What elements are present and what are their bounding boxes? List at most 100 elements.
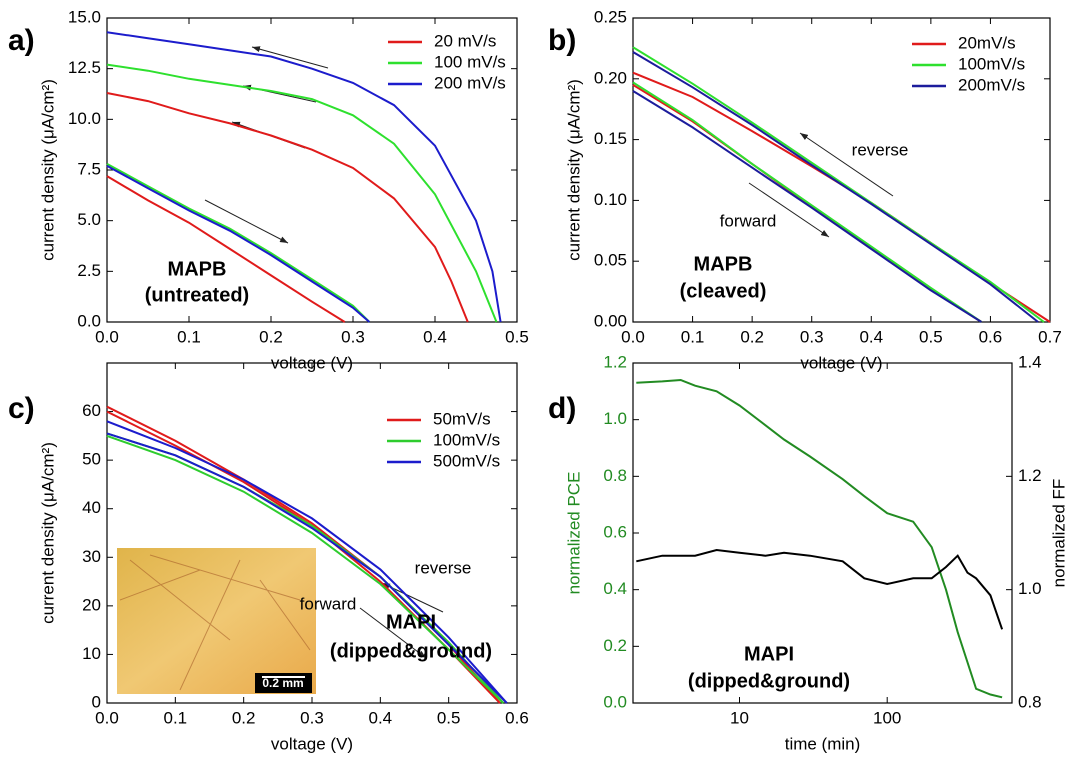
x-tick-label: 0.0	[95, 708, 119, 727]
y-tick-label: 0.25	[594, 7, 627, 26]
y-axis-label: current density (μA/cm²)	[38, 79, 57, 261]
series-line	[632, 81, 983, 323]
annotation: (dipped&ground)	[688, 670, 850, 692]
legend-label: 50mV/s	[433, 409, 491, 428]
series-line	[106, 92, 469, 323]
annotation: MAPI	[386, 611, 436, 633]
y-tick-label: 30	[82, 547, 101, 566]
y-tick-label: 0.0	[77, 311, 101, 330]
y-tick-label: 2.5	[77, 261, 101, 280]
y-tick-label: 0.05	[594, 251, 627, 270]
y-tick-label: 0.20	[594, 68, 627, 87]
x-tick-label: 0.1	[177, 327, 201, 346]
y-tick-label: 50	[82, 450, 101, 469]
x-tick-label: 0.2	[232, 708, 256, 727]
series-line	[632, 46, 1045, 323]
annotation: forward	[720, 211, 777, 230]
y-tick-label: 40	[82, 498, 101, 517]
y-tick-label: 12.5	[68, 58, 101, 77]
x-tick-label: 0.3	[800, 327, 824, 346]
x-tick-label: 0.6	[505, 708, 529, 727]
series-line	[106, 175, 346, 323]
annotation: forward	[300, 594, 357, 613]
annotation: (untreated)	[145, 284, 249, 306]
annotation: (cleaved)	[680, 280, 767, 302]
legend-label: 20 mV/s	[434, 31, 496, 50]
y2-axis-label: normalized FF	[1049, 479, 1068, 588]
annotation: reverse	[415, 558, 472, 577]
x-tick-label: 0.2	[740, 327, 764, 346]
x-tick-label: 0.1	[164, 708, 188, 727]
x-tick-label: 0.5	[505, 327, 529, 346]
y-tick-label: 0.15	[594, 129, 627, 148]
series-line	[106, 432, 508, 704]
x-tick-label: 0.2	[259, 327, 283, 346]
x-tick-label: 0.0	[621, 327, 645, 346]
series-line	[632, 90, 983, 323]
y-axis-label: normalized PCE	[564, 472, 583, 595]
annotation: MAPB	[168, 258, 227, 280]
y-tick-label: 0.2	[603, 636, 627, 655]
x-tick-label: 0.3	[300, 708, 324, 727]
annotation: (dipped&ground)	[330, 640, 492, 662]
arrow	[799, 132, 894, 197]
annotation: MAPI	[744, 643, 794, 665]
series-line	[106, 165, 371, 323]
x-tick-label: 0.5	[919, 327, 943, 346]
y-tick-label: 10	[82, 644, 101, 663]
series-line	[106, 420, 508, 704]
y-tick-label: 20	[82, 595, 101, 614]
arrow	[204, 199, 289, 244]
panel-label: c)	[8, 392, 35, 425]
arrow	[251, 46, 329, 69]
axes-frame	[632, 17, 1051, 323]
x-tick-label: 0.0	[95, 327, 119, 346]
x-axis-label: voltage (V)	[271, 734, 353, 753]
x-axis-label: time (min)	[785, 734, 861, 753]
x-tick-label: 100	[873, 708, 901, 727]
series-line	[632, 51, 1039, 323]
x-tick-label: 0.4	[423, 327, 447, 346]
x-tick-label: 0.3	[341, 327, 365, 346]
inset-photo	[117, 548, 316, 694]
x-tick-label: 0.4	[859, 327, 883, 346]
annotation: MAPB	[694, 253, 753, 275]
series-line	[106, 163, 371, 323]
y-tick-label: 7.5	[77, 159, 101, 178]
y-tick-label: 0.8	[603, 466, 627, 485]
x-tick-label: 10	[730, 708, 749, 727]
series-line	[636, 378, 1003, 699]
y-tick-label: 10.0	[68, 109, 101, 128]
series-line	[106, 63, 498, 323]
y-tick-label: 0.4	[603, 579, 627, 598]
x-tick-label: 0.1	[681, 327, 705, 346]
legend-label: 500mV/s	[433, 451, 500, 470]
legend-label: 200 mV/s	[434, 73, 506, 92]
legend-label: 100 mV/s	[434, 52, 506, 71]
y-tick-label: 60	[82, 401, 101, 420]
y-tick-label: 5.0	[77, 210, 101, 229]
arrow	[748, 182, 830, 238]
y2-tick-label: 1.4	[1018, 352, 1042, 371]
scale-bar-label: 0.2 mm	[262, 676, 303, 690]
x-tick-label: 0.7	[1038, 327, 1062, 346]
y-tick-label: 0.00	[594, 311, 627, 330]
x-tick-label: 0.6	[979, 327, 1003, 346]
arrow	[359, 607, 427, 659]
legend-label: 100mV/s	[958, 54, 1025, 73]
series-line	[636, 548, 1004, 630]
x-tick-label: 0.5	[437, 708, 461, 727]
y-tick-label: 0.6	[603, 522, 627, 541]
y-tick-label: 0.10	[594, 190, 627, 209]
y-tick-label: 1.2	[603, 352, 627, 371]
y-tick-label: 0	[92, 692, 101, 711]
series-line	[106, 31, 502, 323]
y-axis-label: current density (μA/cm²)	[38, 442, 57, 624]
y-axis-label: current density (μA/cm²)	[564, 79, 583, 261]
y-tick-label: 1.0	[603, 409, 627, 428]
axes-frame	[632, 362, 1013, 704]
panel-label: a)	[8, 24, 35, 57]
y2-tick-label: 0.8	[1018, 692, 1042, 711]
legend-label: 20mV/s	[958, 33, 1016, 52]
